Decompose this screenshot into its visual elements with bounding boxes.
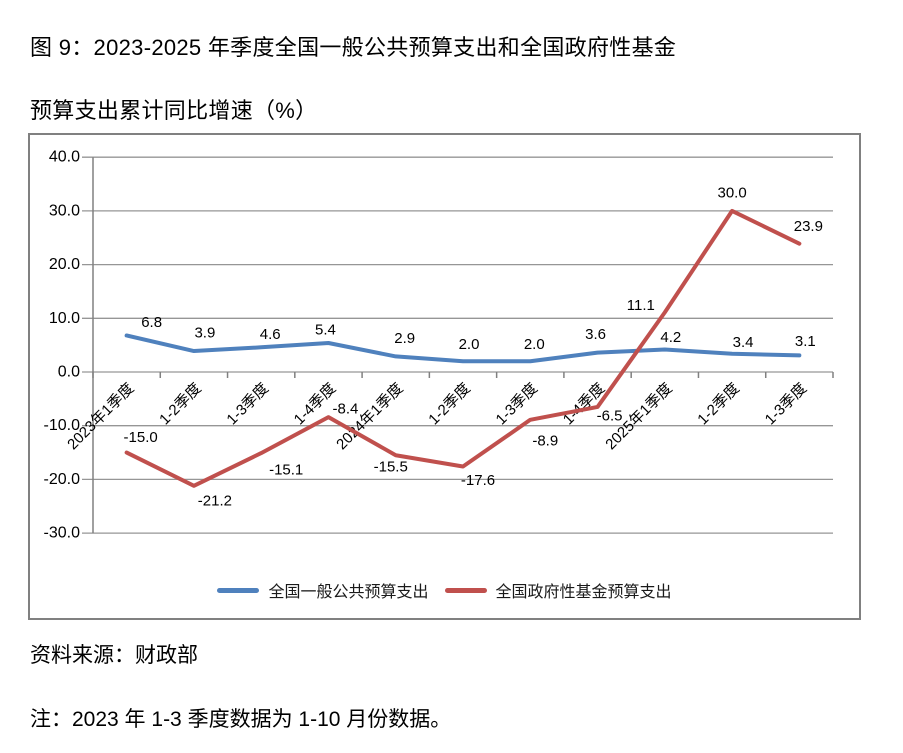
data-label: -17.6 [461,472,495,489]
data-label: 23.9 [794,218,823,235]
data-label: 3.4 [733,334,754,351]
data-label: 11.1 [627,297,655,314]
figure-title-line1: 图 9：2023-2025 年季度全国一般公共预算支出和全国政府性基金 [30,35,677,60]
y-axis-tick-label: 30.0 [49,202,80,219]
legend-swatch-blue-line [217,587,260,593]
data-label: -8.4 [333,401,359,418]
data-label: -15.1 [269,462,303,479]
y-axis-tick-label: 20.0 [49,256,80,273]
data-label: 30.0 [717,184,746,201]
y-axis-tick-label: -20.0 [44,471,81,488]
data-label: 4.6 [260,326,281,343]
data-label: 3.9 [194,325,215,342]
line-chart: 40.030.020.010.00.0-10.0-20.0-30.02023年1… [44,149,834,542]
data-label: 2.0 [524,336,545,353]
data-label: 5.4 [315,322,336,339]
y-axis-tick-label: 40.0 [49,149,80,166]
y-axis-tick-label: -30.0 [44,525,81,542]
data-label: 2.0 [459,336,480,353]
data-label: 4.2 [660,329,681,346]
data-source-text: 资料来源：财政部 [30,644,198,667]
data-label: -21.2 [198,492,232,509]
chart-container: 40.0 30.0 20.0 10.0 0.0 -10.0 -20.0 -30.0 2023年1… [28,133,861,620]
data-label: -8.9 [532,432,558,449]
chart-legend: 全国一般公共预算支出 全国政府性基金预算支出 [30,578,859,602]
legend-item-govt-fund-budget: 全国政府性基金预算支出 [444,578,672,602]
x-axis-category-label: 1-3季度 [762,380,811,429]
x-axis-category-label: 1-2季度 [694,380,743,429]
data-label: -15.0 [124,429,158,446]
footnote-text: 注：2023 年 1-3 季度数据为 1-10 月份数据。 [30,708,452,731]
legend-item-general-budget: 全国一般公共预算支出 [217,578,429,602]
x-axis-category-label: 1-2季度 [156,380,205,429]
legend-label: 全国一般公共预算支出 [268,584,429,601]
legend-swatch-red-line [444,587,487,593]
series-line-red [124,208,802,488]
legend-label: 全国政府性基金预算支出 [495,584,672,601]
series-line-blue [124,333,802,364]
data-label: 6.8 [141,314,162,331]
data-label: 3.6 [585,326,606,343]
data-label: -6.5 [597,407,623,424]
figure-title-line2: 预算支出累计同比增速（%） [30,98,318,123]
data-label: 3.1 [795,333,816,350]
y-axis-tick-label: 0.0 [58,364,80,381]
data-label: -15.5 [374,459,408,476]
figure-title: 图 9：2023-2025 年季度全国一般公共预算支出和全国政府性基金 预算支出… [30,16,880,142]
y-axis-tick-label: -10.0 [44,417,81,434]
data-label: 2.9 [394,330,415,347]
x-axis-category-label: 1-3季度 [223,380,272,429]
x-axis-category-label: 1-2季度 [425,380,474,429]
y-axis-tick-label: 10.0 [49,310,80,327]
